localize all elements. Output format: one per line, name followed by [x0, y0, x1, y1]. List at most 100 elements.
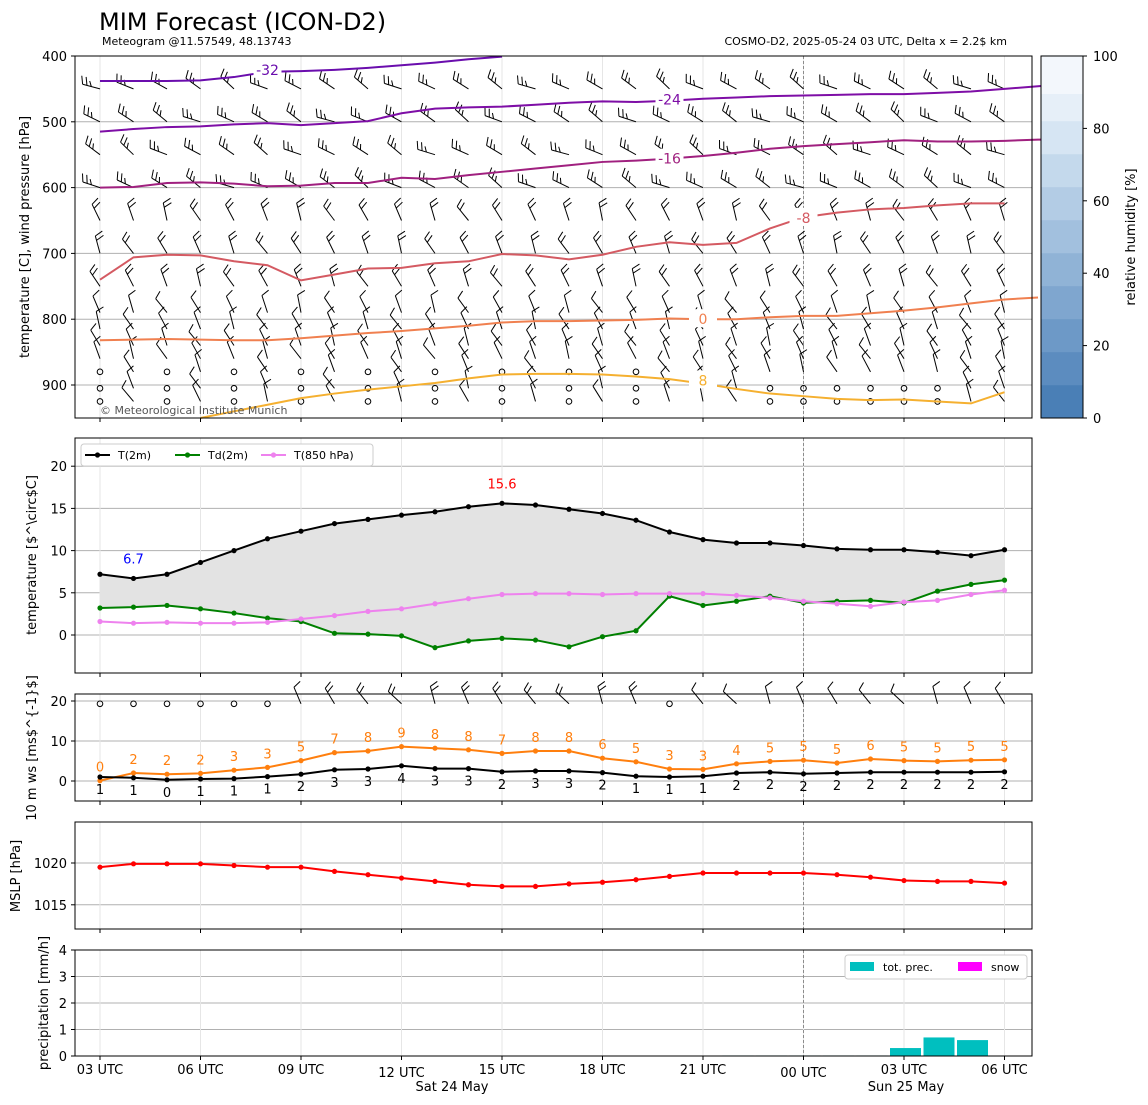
barb-feather [996, 235, 1002, 243]
wind-barb [728, 349, 737, 373]
barb-feather [293, 680, 301, 688]
barb-staff [484, 115, 503, 123]
barb-feather [390, 349, 397, 358]
barb-staff [959, 314, 972, 330]
wind-barb [430, 289, 439, 313]
barb-feather [759, 113, 762, 120]
precip-bar [923, 1037, 955, 1056]
wind-barb [759, 198, 771, 221]
calm-circle [230, 368, 238, 376]
barb-feather [287, 141, 289, 151]
wind-barb [830, 289, 839, 313]
barb-feather [820, 104, 824, 113]
barb-staff [122, 314, 134, 330]
barb-staff [662, 341, 670, 359]
mean-wind-point [700, 773, 706, 779]
wind-barb [691, 231, 704, 254]
barb-feather [193, 306, 201, 313]
barb-staff [192, 236, 201, 254]
barb-staff [225, 296, 235, 313]
wind-barb [666, 700, 673, 708]
isotherm-label-bg [655, 148, 684, 167]
mslp-point [164, 861, 170, 867]
legend-label: tot. prec. [883, 961, 933, 974]
barb-feather [391, 686, 396, 695]
barb-feather [757, 140, 760, 149]
barb-staff [831, 341, 838, 359]
barb-staff [255, 239, 268, 254]
wind-barb [961, 263, 972, 287]
wind-barb [925, 264, 938, 287]
barb-feather [224, 112, 227, 119]
barb-feather [827, 681, 834, 689]
series-point-2 [298, 616, 304, 622]
wind-barb [230, 398, 238, 405]
barb-feather [291, 306, 298, 314]
barb-feather [494, 77, 497, 84]
barb-feather [858, 337, 864, 345]
barb-feather [223, 323, 230, 331]
series-point-1 [633, 628, 639, 634]
wind-barb [766, 322, 775, 346]
barb-staff [324, 342, 335, 359]
barb-feather [260, 197, 268, 205]
barb-staff [929, 342, 938, 359]
barb-staff [860, 238, 871, 254]
barb-feather [726, 379, 732, 387]
barb-feather [928, 268, 934, 277]
mean-wind-point [398, 763, 405, 769]
gust-point [499, 750, 505, 757]
barb-feather [929, 335, 937, 343]
mean-wind-label: 3 [565, 777, 573, 792]
barb-staff [932, 354, 938, 372]
wind-barb [489, 264, 503, 287]
barb-feather [150, 71, 154, 81]
barb-feather [297, 290, 306, 296]
gust-label: 3 [230, 750, 238, 765]
series-point-0 [633, 517, 639, 523]
wind-barb [163, 700, 171, 708]
barb-feather [796, 201, 803, 210]
wind-barb [784, 174, 804, 189]
barb-feather [217, 105, 219, 115]
wind-barb [188, 324, 201, 346]
barb-staff [591, 343, 603, 359]
wind-barb [729, 263, 739, 287]
wind-barb [525, 264, 536, 287]
wind-barb [954, 104, 972, 123]
mean-wind-label: 2 [297, 780, 305, 795]
wind-barb [352, 136, 369, 156]
barb-feather [829, 267, 837, 275]
barb-staff [956, 142, 972, 156]
wind-barb [553, 103, 570, 123]
barb-staff [754, 78, 771, 90]
wind-barb [731, 365, 740, 389]
colorbar-tick-label: 0 [1093, 412, 1101, 427]
barb-staff [223, 330, 235, 346]
barb-feather [289, 105, 294, 114]
mean-wind-point [599, 770, 606, 776]
wind-barb [720, 169, 737, 189]
date-label-sun: Sun 25 May [868, 1080, 945, 1095]
barb-feather [662, 76, 665, 83]
x-tick-label: 06 UTC [177, 1063, 223, 1078]
barb-feather [197, 268, 205, 274]
barb-feather [525, 178, 528, 185]
barb-feather [350, 106, 353, 116]
barb-staff [530, 235, 536, 254]
barb-staff [858, 344, 871, 359]
barb-feather [860, 306, 867, 314]
barb-feather [963, 143, 966, 150]
wind-barb [929, 335, 938, 359]
wind-barb [867, 398, 874, 405]
barb-feather [426, 235, 433, 243]
barb-feather [359, 143, 362, 150]
barb-staff [430, 294, 436, 313]
colorbar-segment [1041, 319, 1083, 353]
series-point-2 [800, 598, 807, 604]
barb-feather [659, 71, 664, 80]
barb-staff [729, 269, 737, 287]
barb-feather [323, 113, 327, 120]
